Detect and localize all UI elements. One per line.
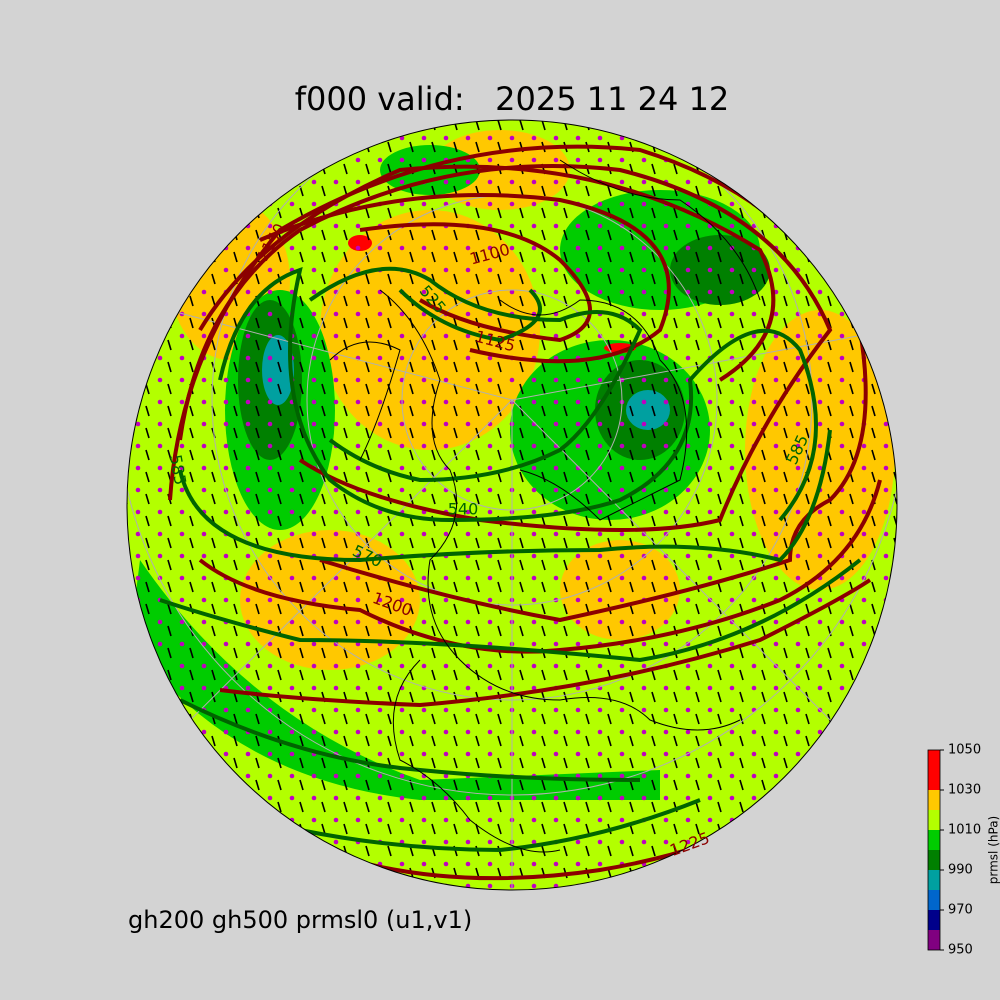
colorbar-tick-label: 950 bbox=[948, 943, 973, 958]
colorbar-segment bbox=[928, 930, 940, 950]
contour-label: 540 bbox=[448, 500, 479, 519]
colorbar: 950 970 990 1010 1030 1050 bbox=[927, 743, 981, 958]
colorbar-frame bbox=[927, 749, 941, 951]
colorbar-segment bbox=[928, 870, 940, 890]
colorbar-tick-label: 1030 bbox=[948, 783, 981, 798]
colorbar-segment bbox=[928, 910, 940, 930]
coastlines bbox=[329, 159, 761, 853]
title: f000 valid: 2025 11 24 12 bbox=[295, 80, 730, 118]
colorbar-tick-label: 1050 bbox=[948, 743, 981, 758]
colorbar-segment bbox=[928, 890, 940, 910]
globe-outline bbox=[126, 119, 898, 891]
colorbar-label: prmsl (hPa) bbox=[987, 816, 1000, 884]
gh200-contours bbox=[168, 144, 882, 881]
colorbar-tick-label: 970 bbox=[948, 903, 973, 918]
footer: gh200 gh500 prmsl0 (u1,v1) bbox=[128, 906, 472, 934]
gh500-contours bbox=[159, 266, 862, 853]
colorbar-segment bbox=[928, 850, 940, 870]
colorbar-tick-label: 1010 bbox=[948, 823, 981, 838]
globe bbox=[127, 120, 897, 890]
colorbar-tick-label: 990 bbox=[948, 863, 973, 878]
colorbar-segment bbox=[928, 810, 940, 830]
colorbar-segment bbox=[928, 770, 940, 790]
colorbar-segment bbox=[928, 750, 940, 770]
colorbar-segment bbox=[928, 830, 940, 850]
colorbar-segment bbox=[928, 790, 940, 810]
